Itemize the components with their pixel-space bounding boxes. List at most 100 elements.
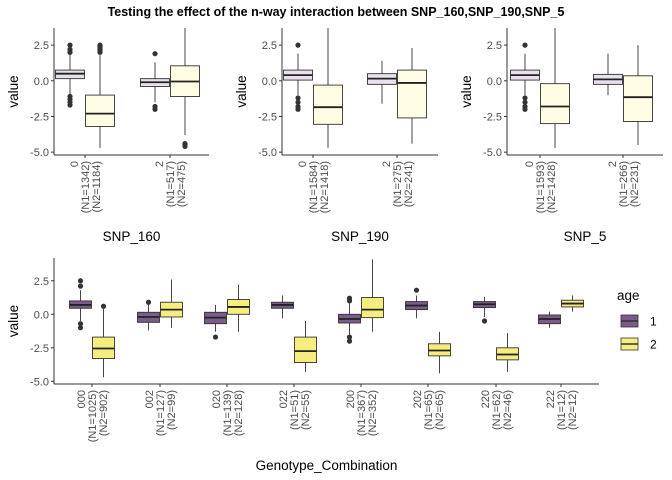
x-tick-label: 2 — [154, 161, 166, 167]
y-axis-label: value — [234, 75, 249, 107]
outlier-point — [77, 283, 84, 289]
x-tick-label: (N1=517) — [165, 161, 177, 207]
box-2-s1 — [367, 60, 397, 104]
panel-3: -5.0 -2.5 0.0 2.5 value SNP_5 0 (N1=1593) (N2=14… — [459, 28, 663, 244]
outlier-point — [77, 321, 84, 327]
outlier-point — [295, 106, 301, 112]
x-tick-label: 202 — [412, 390, 424, 408]
x-tick-label: (N2=128) — [233, 390, 245, 436]
box-202-s1 — [405, 287, 428, 319]
y-tick-label: -2.5 — [30, 111, 49, 123]
x-tick-label: (N1=275) — [392, 161, 404, 207]
outlier-point — [295, 95, 301, 101]
box-body — [623, 75, 653, 122]
outlier-point — [522, 42, 528, 48]
y-axis-label: value — [6, 75, 21, 107]
x-tick-label: (N2=902) — [98, 390, 110, 436]
outlier-point — [67, 42, 73, 48]
x-tick-label: (N2=99) — [166, 390, 178, 430]
x-tick-label: (N2=55) — [300, 390, 312, 430]
outlier-point — [295, 42, 301, 48]
x-axis-label: Genotype_Combination — [256, 458, 398, 473]
outlier-point — [295, 99, 301, 105]
y-tick-label: 2.5 — [34, 276, 49, 288]
x-tick-label: (N1=12) — [556, 390, 568, 430]
outlier-point — [346, 338, 353, 344]
x-tick-label: (N2=241) — [403, 161, 415, 207]
box-020-s1 — [204, 304, 227, 340]
y-tick-label: 0.0 — [487, 76, 502, 88]
outlier-point — [481, 318, 488, 324]
outlier-point — [522, 106, 528, 112]
box-0-s2 — [85, 42, 115, 148]
y-tick-label: -2.5 — [30, 343, 49, 355]
y-axis-label: value — [459, 75, 474, 107]
y-axis-label: value — [6, 305, 21, 337]
x-tick-label: (N2=352) — [367, 390, 379, 436]
x-tick-label: (N2=231) — [629, 161, 641, 207]
box-2-s2 — [170, 28, 200, 150]
x-tick-label: (N2=1418) — [319, 161, 331, 213]
y-tick-label: 2.5 — [262, 40, 277, 52]
panels: -5.0 -2.5 0.0 2.5 value SNP_160 0 (N1=1342) (N2=… — [6, 28, 663, 473]
box-0-s1 — [55, 42, 85, 108]
x-tick-label: (N1=266) — [618, 161, 630, 207]
x-tick-label: (N2=46) — [502, 390, 514, 430]
y-tick-label: -5.0 — [30, 147, 49, 159]
x-tick-label: (N1=367) — [356, 390, 368, 436]
legend-label-age-1: 1 — [650, 315, 657, 329]
box-002-s1 — [137, 299, 160, 331]
x-tick-label: (N1=1584) — [308, 161, 320, 213]
box-2-s1 — [140, 51, 170, 112]
box-body — [397, 69, 427, 119]
x-tick-label: 2 — [381, 161, 393, 167]
box-2-s2 — [623, 45, 653, 146]
x-tick-label: 000 — [76, 390, 88, 408]
x-tick-label: 0 — [524, 161, 536, 167]
x-tick-label: 200 — [345, 390, 357, 408]
outlier-point — [182, 143, 188, 150]
x-tick-label: (N2=12) — [567, 390, 579, 430]
x-axis-label: SNP_160 — [103, 229, 161, 244]
x-axis-label: SNP_5 — [564, 229, 607, 244]
y-tick-label: 2.5 — [487, 40, 502, 52]
outlier-point — [152, 51, 158, 57]
box-0-s2 — [540, 28, 570, 148]
x-tick-label: (N1=139) — [222, 390, 234, 436]
outlier-point — [522, 99, 528, 105]
outlier-point — [346, 334, 353, 340]
box-body — [85, 94, 115, 127]
y-tick-label: 2.5 — [34, 40, 49, 52]
outlier-point — [97, 42, 103, 48]
outlier-point — [522, 95, 528, 101]
outlier-point — [152, 106, 158, 112]
panel-4: -5.0 -2.5 0.0 2.5 value Genotype_Combination 0… — [6, 258, 599, 473]
x-tick-label: (N1=1593) — [535, 161, 547, 213]
y-tick-label: -2.5 — [483, 111, 502, 123]
outlier-point — [77, 325, 84, 331]
box-222-s1 — [538, 311, 561, 328]
box-220-s1 — [473, 296, 496, 324]
outlier-point — [145, 299, 152, 305]
legend: age 1 2 — [617, 288, 657, 352]
x-tick-label: 022 — [278, 390, 290, 408]
x-tick-label: 0 — [297, 161, 309, 167]
box-022-s1 — [271, 295, 294, 319]
x-tick-label: 2 — [607, 161, 619, 167]
outlier-point — [67, 102, 73, 108]
y-tick-label: -2.5 — [258, 111, 277, 123]
x-tick-label: 220 — [480, 390, 492, 408]
chart-title: Testing the effect of the n-way interact… — [108, 5, 565, 19]
x-tick-label: (N1=62) — [491, 390, 503, 430]
box-0-s1 — [283, 42, 313, 112]
y-tick-label: -5.0 — [30, 376, 49, 388]
x-tick-label: (N1=1342) — [80, 161, 92, 213]
box-0-s1 — [510, 42, 540, 112]
box-body — [294, 336, 317, 364]
y-tick-label: 0.0 — [34, 76, 49, 88]
x-axis-label: SNP_190 — [331, 229, 389, 244]
outlier-point — [212, 334, 219, 340]
y-tick-label: -5.0 — [483, 147, 502, 159]
